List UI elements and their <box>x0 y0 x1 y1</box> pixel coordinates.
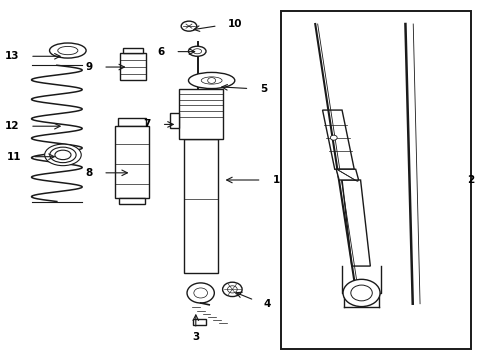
Text: 13: 13 <box>5 51 20 61</box>
Polygon shape <box>322 110 353 169</box>
Polygon shape <box>341 180 369 266</box>
Circle shape <box>350 285 371 301</box>
Bar <box>193 319 205 325</box>
Circle shape <box>186 283 214 303</box>
Text: 12: 12 <box>5 121 20 131</box>
Circle shape <box>193 288 207 298</box>
Ellipse shape <box>44 144 81 166</box>
Ellipse shape <box>58 46 78 55</box>
Bar <box>179 89 222 139</box>
Text: 10: 10 <box>228 19 242 29</box>
Text: 8: 8 <box>85 168 92 178</box>
Circle shape <box>222 282 242 297</box>
Ellipse shape <box>201 77 222 84</box>
Bar <box>281 12 470 348</box>
Bar <box>170 113 179 128</box>
Text: 3: 3 <box>192 332 199 342</box>
Bar <box>115 126 148 198</box>
Ellipse shape <box>181 21 196 31</box>
Text: 6: 6 <box>157 46 164 57</box>
Text: 7: 7 <box>143 120 151 129</box>
Text: 1: 1 <box>272 175 279 185</box>
Ellipse shape <box>188 72 234 89</box>
Bar <box>119 198 144 204</box>
Bar <box>122 48 143 53</box>
Ellipse shape <box>49 43 86 58</box>
Ellipse shape <box>188 46 205 56</box>
Text: 2: 2 <box>467 175 474 185</box>
Bar <box>183 139 217 273</box>
Polygon shape <box>336 169 358 180</box>
Bar <box>120 53 145 80</box>
Circle shape <box>207 78 215 84</box>
Circle shape <box>227 286 237 293</box>
Circle shape <box>342 279 379 307</box>
Circle shape <box>330 135 337 140</box>
Text: 4: 4 <box>263 299 270 309</box>
Text: 9: 9 <box>85 62 92 72</box>
Text: 11: 11 <box>7 152 21 162</box>
Bar <box>118 118 145 126</box>
Text: 5: 5 <box>260 84 267 94</box>
Ellipse shape <box>192 49 201 54</box>
Ellipse shape <box>55 150 71 159</box>
Ellipse shape <box>50 147 76 163</box>
